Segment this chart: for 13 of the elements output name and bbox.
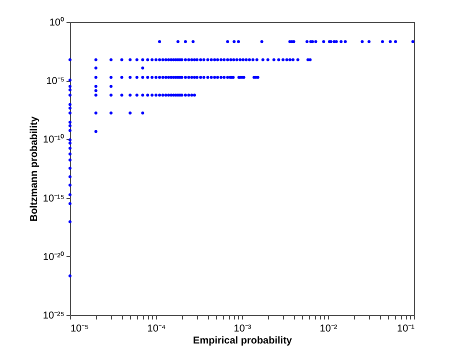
x-axis-title: Empirical probability xyxy=(193,336,292,346)
y-axis-title: Boltzmann probability xyxy=(28,116,40,222)
y-tick-label: 10⁻⁵ xyxy=(46,76,64,88)
y-tick-label: 10⁻¹⁰ xyxy=(43,134,64,146)
x-tick-label: 10⁻² xyxy=(320,324,338,334)
y-tick-label: 10⁻²⁵ xyxy=(42,310,64,322)
x-tick-label: 10⁻⁵ xyxy=(70,324,89,334)
x-tick-label: 10⁻³ xyxy=(234,324,252,334)
y-tick-label: 10⁻²⁰ xyxy=(43,250,64,263)
y-tick-label: 10⁻¹⁵ xyxy=(42,193,64,204)
y-tick-label: 10⁰ xyxy=(49,16,64,28)
x-tick-label: 10⁻¹ xyxy=(397,324,416,334)
x-tick-label: 10⁻⁴ xyxy=(147,324,166,334)
